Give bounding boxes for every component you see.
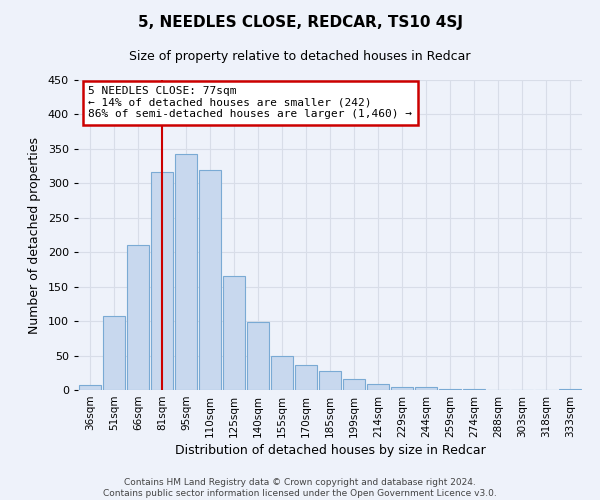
Bar xyxy=(247,322,269,390)
Bar xyxy=(271,356,293,390)
Text: Contains HM Land Registry data © Crown copyright and database right 2024.
Contai: Contains HM Land Registry data © Crown c… xyxy=(103,478,497,498)
Bar xyxy=(367,384,389,390)
Bar xyxy=(391,387,413,390)
Bar xyxy=(151,172,173,390)
Bar xyxy=(223,276,245,390)
Bar xyxy=(415,386,437,390)
Bar xyxy=(343,379,365,390)
Bar xyxy=(199,170,221,390)
Bar xyxy=(295,365,317,390)
Y-axis label: Number of detached properties: Number of detached properties xyxy=(28,136,41,334)
Bar xyxy=(439,388,461,390)
Bar xyxy=(175,154,197,390)
Text: 5 NEEDLES CLOSE: 77sqm
← 14% of detached houses are smaller (242)
86% of semi-de: 5 NEEDLES CLOSE: 77sqm ← 14% of detached… xyxy=(88,86,412,120)
Bar xyxy=(103,316,125,390)
Bar xyxy=(319,372,341,390)
Text: Size of property relative to detached houses in Redcar: Size of property relative to detached ho… xyxy=(129,50,471,63)
Bar xyxy=(79,385,101,390)
X-axis label: Distribution of detached houses by size in Redcar: Distribution of detached houses by size … xyxy=(175,444,485,457)
Bar xyxy=(127,246,149,390)
Text: 5, NEEDLES CLOSE, REDCAR, TS10 4SJ: 5, NEEDLES CLOSE, REDCAR, TS10 4SJ xyxy=(137,15,463,30)
